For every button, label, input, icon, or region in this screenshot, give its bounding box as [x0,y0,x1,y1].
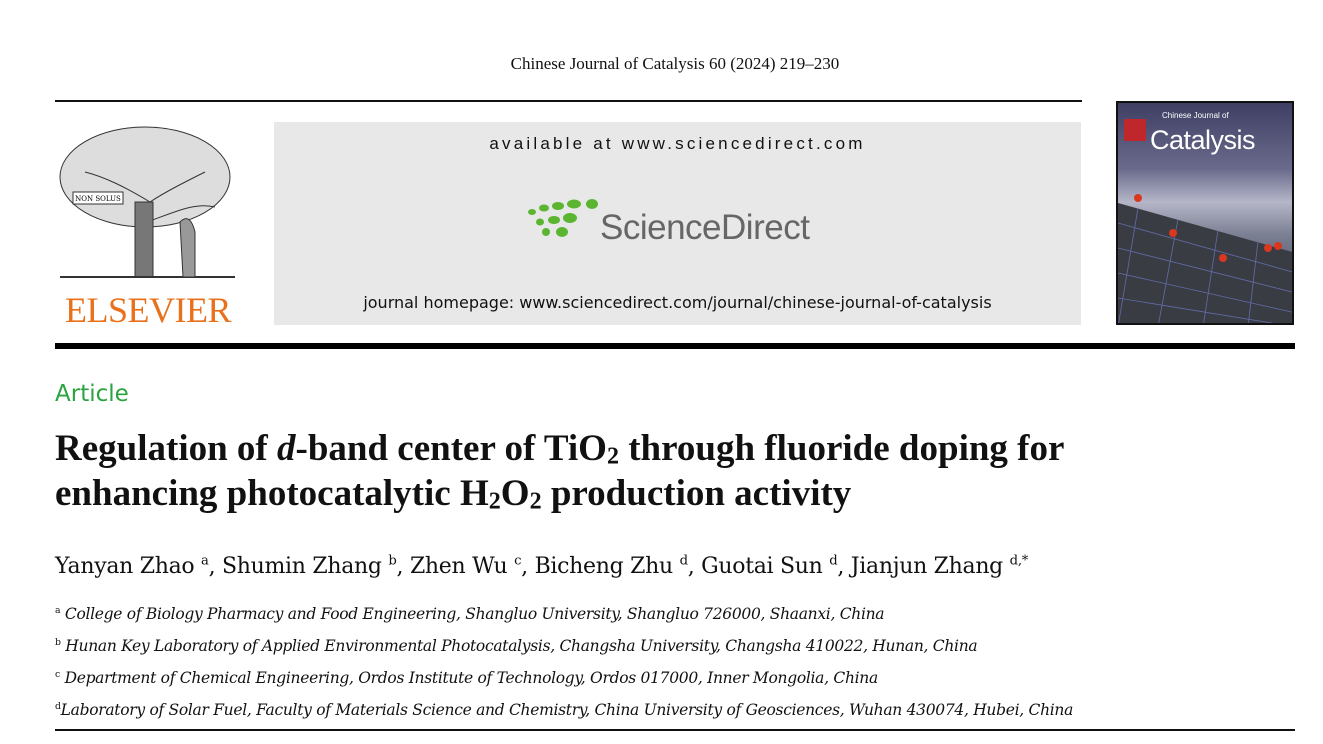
divider [55,100,1082,102]
cover-title-small: Chinese Journal of [1162,111,1229,120]
article-type-label: Article [55,381,129,407]
affiliation-list: a College of Biology Pharmacy and Food E… [55,597,1073,724]
sciencedirect-logo[interactable]: ScienceDirect [524,194,844,254]
cover-chinese-seal-icon [1124,119,1146,141]
affiliation: c Department of Chemical Engineering, Or… [55,668,878,687]
elsevier-wordmark[interactable]: ELSEVIER [65,290,231,330]
affiliation: a College of Biology Pharmacy and Food E… [55,605,885,624]
sciencedirect-banner: available at www.sciencedirect.com Scien… [274,122,1081,325]
divider-thick [55,343,1295,349]
author[interactable]: Yanyan Zhao a [55,554,209,580]
affiliation: b Hunan Key Laboratory of Applied Enviro… [55,636,978,656]
divider [55,729,1295,731]
available-at-text: available at www.sciencedirect.com [489,134,866,153]
journal-cover-image[interactable]: Chinese Journal of Catalysis [1116,101,1294,325]
author[interactable]: Zhen Wu c [409,554,522,580]
sciencedirect-leaves-icon [528,199,598,237]
cover-graphene-illustration [1118,194,1292,323]
author[interactable]: Shumin Zhang b [221,554,397,580]
journal-reference: Chinese Journal of Catalysis 60 (2024) 2… [510,54,840,73]
elsevier-tree-logo: NON SOLUS [55,122,241,292]
journal-homepage-link[interactable]: journal homepage: www.sciencedirect.com/… [363,293,992,312]
sciencedirect-wordmark: ScienceDirect [600,208,810,247]
author-list: Yanyan Zhao a, Shumin Zhang b, Zhen Wu c… [55,554,1029,580]
author[interactable]: Bicheng Zhu d [534,554,688,580]
affiliation: dLaboratory of Solar Fuel, Faculty of Ma… [55,700,1074,719]
author[interactable]: Jianjun Zhang d,* [850,554,1029,580]
motto: NON SOLUS [75,195,121,203]
author[interactable]: Guotai Sun d [701,554,838,580]
cover-title: Catalysis [1150,125,1256,155]
article-title: Regulation of d-band center of TiO2 thro… [55,428,1065,515]
